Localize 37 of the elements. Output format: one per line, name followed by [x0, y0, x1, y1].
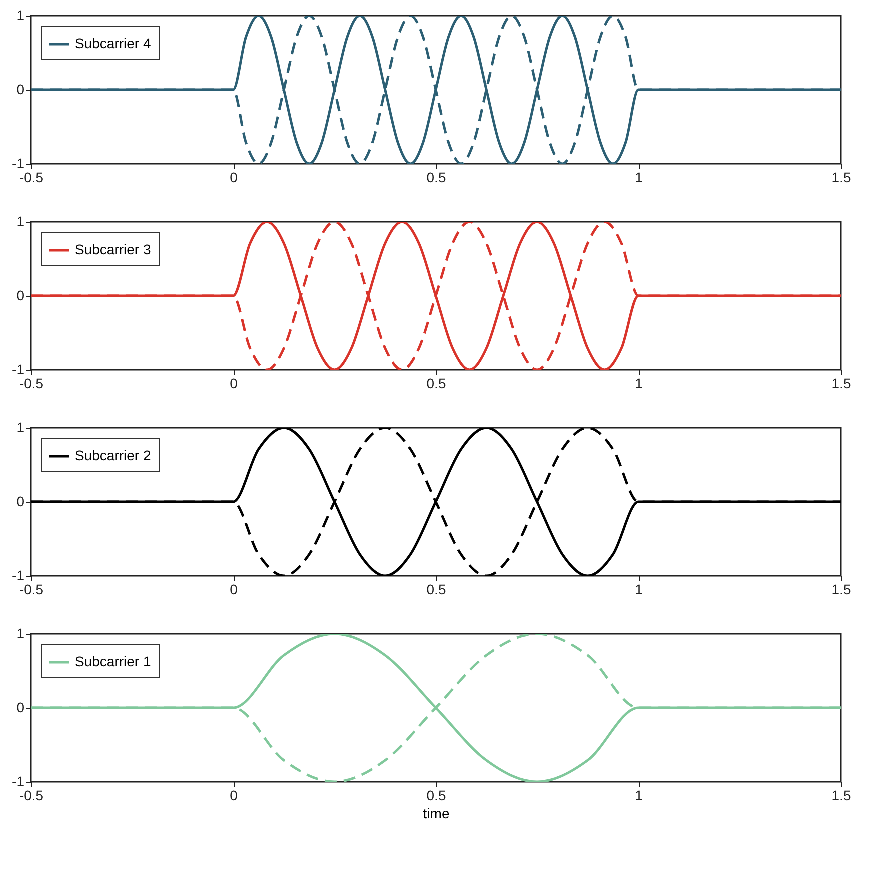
y-tick-label: 1: [16, 8, 25, 24]
x-tick-label: 0.5: [426, 582, 446, 598]
x-tick-label: 1: [635, 582, 644, 598]
x-tick-label: 0: [230, 170, 238, 186]
x-tick-label: 1.5: [832, 376, 852, 392]
x-tick-label: 1.5: [832, 582, 852, 598]
legend-label: Subcarrier 2: [75, 448, 152, 464]
legend-label: Subcarrier 3: [75, 242, 152, 258]
y-tick-label: 1: [16, 420, 25, 436]
x-axis-title: time: [423, 806, 450, 822]
x-tick-label: -0.5: [19, 376, 44, 392]
x-tick-label: 1: [635, 170, 644, 186]
x-tick-label: 0.5: [426, 376, 446, 392]
legend-label: Subcarrier 1: [75, 654, 152, 670]
x-tick-label: 1.5: [832, 788, 852, 804]
y-tick-label: -1: [12, 362, 25, 378]
x-tick-label: 0: [230, 582, 238, 598]
x-tick-label: 1: [635, 376, 644, 392]
y-tick-label: -1: [12, 774, 25, 790]
y-tick-label: 0: [16, 700, 25, 716]
y-tick-label: 1: [16, 214, 25, 230]
legend-label: Subcarrier 4: [75, 36, 152, 52]
x-tick-label: 0: [230, 788, 238, 804]
x-tick-label: -0.5: [19, 582, 44, 598]
y-tick-label: -1: [12, 568, 25, 584]
x-tick-label: 1: [635, 788, 644, 804]
x-tick-label: 0.5: [426, 170, 446, 186]
y-tick-label: 1: [16, 626, 25, 642]
x-tick-label: -0.5: [19, 788, 44, 804]
x-tick-label: -0.5: [19, 170, 44, 186]
y-tick-label: -1: [12, 156, 25, 172]
y-tick-label: 0: [16, 82, 25, 98]
x-tick-label: 1.5: [832, 170, 852, 186]
x-tick-label: 0: [230, 376, 238, 392]
y-tick-label: 0: [16, 494, 25, 510]
y-tick-label: 0: [16, 288, 25, 304]
x-tick-label: 0.5: [426, 788, 446, 804]
